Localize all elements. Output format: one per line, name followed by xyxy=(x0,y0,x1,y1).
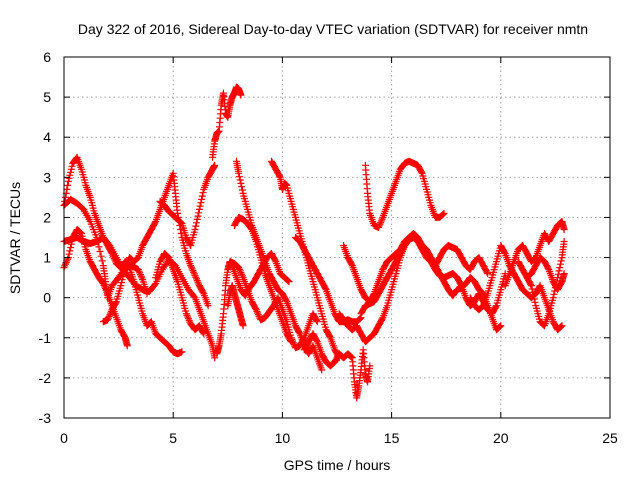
y-tick-label: 0 xyxy=(43,290,51,306)
series-track-24 xyxy=(523,238,568,330)
data-point-markers xyxy=(523,238,568,330)
data-point-markers xyxy=(228,250,293,300)
y-tick-label: 5 xyxy=(43,89,51,105)
data-point-markers xyxy=(224,282,247,330)
y-tick-label: -2 xyxy=(39,370,52,386)
x-tick-label: 5 xyxy=(169,430,177,446)
series-track-13 xyxy=(230,213,295,346)
y-tick-label: 3 xyxy=(43,169,51,185)
series-track-6 xyxy=(156,161,219,249)
y-tick-label: -3 xyxy=(39,410,52,426)
y-tick-label: 1 xyxy=(43,250,51,266)
data-point-markers xyxy=(300,330,374,402)
chart-title: Day 322 of 2016, Sidereal Day-to-day VTE… xyxy=(78,21,588,37)
series-track-16 xyxy=(300,330,374,402)
y-axis-label: SDTVAR / TECUs xyxy=(7,182,23,294)
x-tick-label: 25 xyxy=(602,430,618,446)
series-track-8 xyxy=(209,83,245,161)
series-track-15 xyxy=(292,234,365,326)
y-tick-label: 2 xyxy=(43,209,51,225)
data-point-markers xyxy=(292,234,365,326)
data-point-markers xyxy=(156,161,219,249)
y-tick-label: 4 xyxy=(43,129,51,145)
series-track-20 xyxy=(340,232,492,306)
data-point-markers xyxy=(501,218,568,290)
data-series-layer xyxy=(60,83,568,402)
series-track-12 xyxy=(228,250,293,300)
axis-ticks xyxy=(63,56,611,419)
y-tick-label: 6 xyxy=(43,49,51,65)
series-track-22 xyxy=(501,218,568,290)
data-point-markers xyxy=(209,83,245,161)
x-tick-label: 0 xyxy=(60,430,68,446)
data-point-markers xyxy=(230,213,295,346)
x-tick-label: 15 xyxy=(384,430,400,446)
series-track-7 xyxy=(152,250,208,338)
series-track-5 xyxy=(99,169,212,326)
data-point-markers xyxy=(361,157,448,231)
plot-frame xyxy=(63,56,611,419)
data-point-markers xyxy=(340,232,492,306)
x-tick-label: 20 xyxy=(493,430,509,446)
series-track-10 xyxy=(224,282,247,330)
data-point-markers xyxy=(99,169,212,326)
y-tick-label: -1 xyxy=(39,330,52,346)
axis-tick-labels: 0 5 10 15 20 25 -3 -2 -1 0 1 2 3 4 5 6 xyxy=(39,49,618,446)
data-point-markers xyxy=(152,250,208,338)
x-axis-label: GPS time / hours xyxy=(284,457,391,473)
x-tick-label: 10 xyxy=(275,430,291,446)
series-track-19 xyxy=(361,157,448,231)
